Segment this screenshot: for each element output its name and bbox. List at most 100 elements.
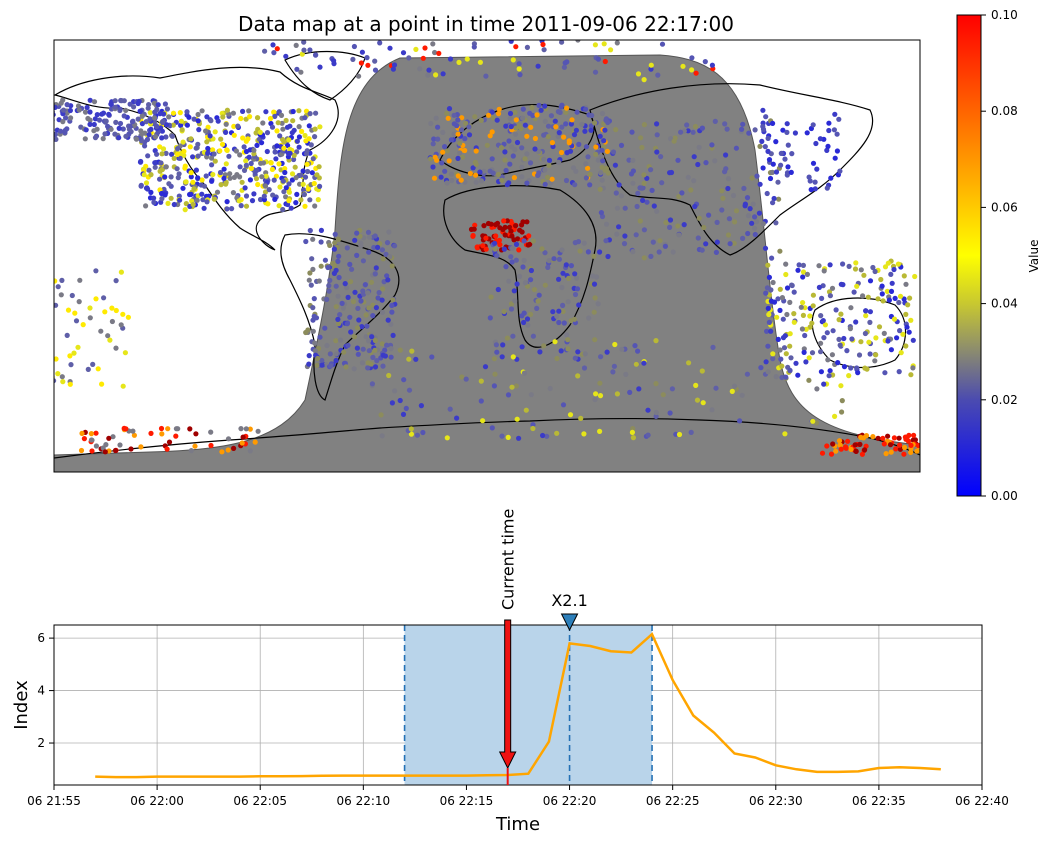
station-dot [837,168,843,174]
station-dot [259,174,265,180]
station-dot [354,230,360,236]
station-dot [199,108,205,114]
station-dot [335,236,342,242]
station-dot [203,173,209,179]
station-dot [821,268,827,274]
station-dot [436,50,442,57]
station-dot [623,371,629,377]
station-dot [604,349,610,355]
station-dot [199,177,205,183]
station-dot [372,337,378,344]
station-dot [466,124,472,130]
x-tick-label: 06 22:15 [440,794,494,808]
station-dot [182,207,188,213]
station-dot [896,299,902,306]
station-dot [99,111,105,117]
station-dot [757,143,763,149]
station-dot [257,196,264,203]
station-dot [344,245,350,251]
station-dot [519,344,525,350]
station-dot [455,117,461,123]
station-dot [274,128,280,134]
station-dot [464,56,470,62]
station-dot [846,373,852,379]
station-dot [482,364,489,370]
station-dot [809,320,815,326]
station-dot [571,316,578,322]
station-dot [516,247,522,253]
station-dot [546,157,553,163]
x-tick-label: 06 22:30 [749,794,803,808]
station-dot [390,66,396,72]
station-dot [587,182,593,188]
station-dot [530,333,537,339]
station-dot [458,127,465,133]
station-dot [880,435,886,441]
station-dot [59,277,65,283]
station-dot [279,120,285,126]
station-dot [209,155,215,161]
station-dot [513,241,520,247]
station-dot [105,123,111,129]
station-dot [680,63,686,69]
station-dot [810,292,817,298]
station-dot [574,109,580,115]
station-dot [223,129,229,135]
station-dot [385,277,391,283]
station-dot [644,199,650,205]
map-frame [53,39,921,473]
station-dot [243,203,250,209]
station-dot [291,127,297,133]
station-dot [380,286,386,292]
station-dot [888,288,895,294]
station-dot [519,145,525,151]
station-dot [858,339,864,345]
station-dot [76,107,82,113]
station-dot [739,126,745,132]
station-dot [591,253,597,259]
station-dot [691,178,697,184]
station-dot [653,338,659,344]
station-dot [245,136,251,142]
y-axis-label: Index [11,680,32,730]
station-dot [733,208,740,214]
station-dot [92,116,98,122]
station-dot [520,115,526,121]
station-dot [597,428,603,434]
station-dot [387,45,393,51]
station-dot [911,432,917,438]
station-dot [780,316,786,322]
station-dot [492,246,498,252]
colorbar-tick-label: 0.00 [991,489,1018,503]
station-dot [241,167,248,173]
station-dot [151,100,157,106]
station-dot [211,151,217,157]
station-dot [157,144,163,150]
station-dot [113,307,119,314]
station-dot [322,257,328,263]
station-dot [54,131,58,138]
station-dot [695,235,701,241]
station-dot [69,292,75,299]
station-dot [770,356,776,362]
station-dot [187,144,193,150]
station-dot [873,352,879,358]
station-dot [312,126,318,132]
station-dot [448,137,454,143]
station-dot [397,347,403,353]
station-dot [528,392,534,398]
station-dot [390,297,396,303]
station-dot [659,180,665,186]
station-dot [495,171,501,178]
station-dot [117,120,124,127]
station-dot [257,129,263,135]
station-dot [240,135,246,141]
station-dot [818,313,824,319]
station-dot [800,269,807,275]
station-dot [787,331,793,337]
station-dot [379,341,385,347]
station-dot [675,157,681,163]
station-dot [803,326,809,332]
station-dot [243,193,250,199]
station-dot [157,176,163,182]
